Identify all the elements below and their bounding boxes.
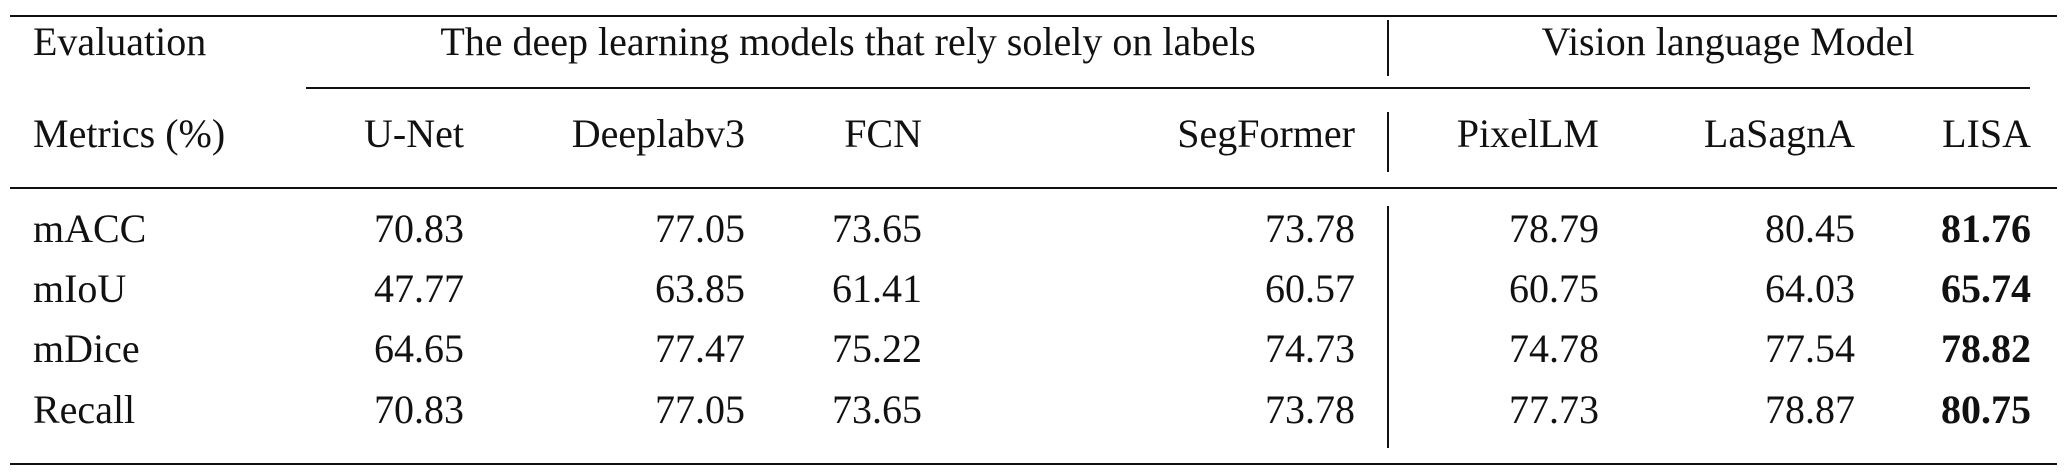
cell: 77.05 (655, 206, 745, 251)
column-header: FCN (844, 111, 922, 156)
column-header: Metrics (%) (33, 111, 225, 156)
cell: 75.22 (832, 326, 922, 371)
cell: 74.78 (1509, 326, 1599, 371)
column-header: LaSagnA (1704, 111, 1855, 156)
cell: 77.47 (655, 326, 745, 371)
cell: 81.76 (1941, 206, 2031, 251)
cell: 73.65 (832, 387, 922, 432)
cell: 60.57 (1265, 266, 1355, 311)
group-header: The deep learning models that rely solel… (440, 19, 1255, 64)
cell: 63.85 (655, 266, 745, 311)
cell: 77.05 (655, 387, 745, 432)
cell: 65.74 (1941, 266, 2031, 311)
row-label: mACC (33, 206, 146, 251)
column-header: LISA (1942, 111, 2031, 156)
cell: 77.54 (1765, 326, 1855, 371)
cell: 70.83 (374, 206, 464, 251)
column-header: Deeplabv3 (572, 111, 745, 156)
cell: 77.73 (1509, 387, 1599, 432)
cell: 64.65 (374, 326, 464, 371)
cell: 80.75 (1941, 387, 2031, 432)
cell: 64.03 (1765, 266, 1855, 311)
column-header: SegFormer (1177, 111, 1355, 156)
column-header: U-Net (364, 111, 464, 156)
cell: 60.75 (1509, 266, 1599, 311)
column-header: PixelLM (1457, 111, 1599, 156)
row-label: Recall (33, 387, 135, 432)
cell: 73.78 (1265, 206, 1355, 251)
cell: 73.78 (1265, 387, 1355, 432)
row-label: mIoU (33, 266, 126, 311)
group-header: Evaluation (33, 19, 206, 64)
cell: 78.79 (1509, 206, 1599, 251)
cell: 47.77 (374, 266, 464, 311)
cell: 78.87 (1765, 387, 1855, 432)
group-header: Vision language Model (1541, 19, 1914, 64)
cell: 70.83 (374, 387, 464, 432)
cell: 74.73 (1265, 326, 1355, 371)
row-label: mDice (33, 326, 140, 371)
cell: 80.45 (1765, 206, 1855, 251)
cell: 61.41 (832, 266, 922, 311)
cell: 73.65 (832, 206, 922, 251)
cell: 78.82 (1941, 326, 2031, 371)
